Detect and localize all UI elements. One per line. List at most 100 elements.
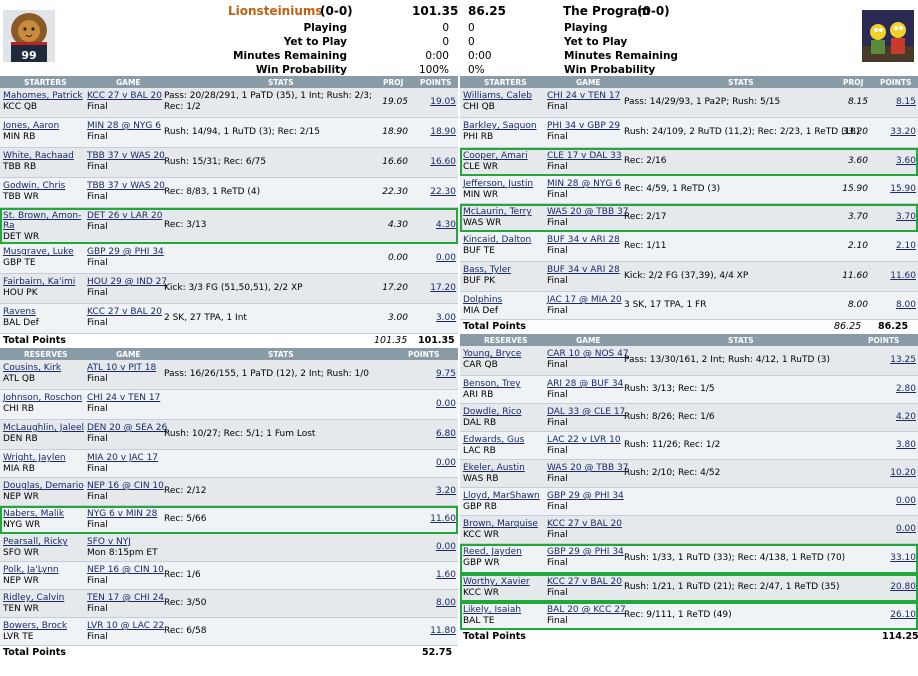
points-link[interactable]: 0.00 (435, 253, 456, 263)
player-name-link[interactable]: Edwards, Gus (463, 435, 525, 445)
game-link[interactable]: BUF 34 v ARI 28 (547, 265, 620, 275)
player-name-link[interactable]: St. Brown, Amon- (3, 211, 82, 221)
points-link[interactable]: 3.20 (435, 486, 456, 496)
points-link[interactable]: 19.05 (430, 97, 456, 107)
game-link[interactable]: WAS 20 @ TBB 37 (547, 463, 629, 473)
player-name-link[interactable]: Ravens (3, 307, 36, 317)
player-name-link[interactable]: Worthy, Xavier (463, 577, 530, 587)
game-link[interactable]: TEN 17 @ CHI 24 (87, 593, 164, 603)
points-link[interactable]: 0.00 (435, 458, 456, 468)
game-link[interactable]: KCC 27 v BAL 20 (547, 577, 622, 587)
left-team-name[interactable]: Lionsteiniums (228, 4, 323, 18)
player-name-link[interactable]: Musgrave, Luke (3, 247, 74, 257)
player-name-link[interactable]: McLaurin, Terry (463, 207, 532, 217)
player-name-link[interactable]: Ridley, Calvin (3, 593, 65, 603)
game-link[interactable]: WAS 20 @ TBB 37 (547, 207, 629, 217)
player-name-link[interactable]: Bass, Tyler (463, 265, 511, 275)
game-link[interactable]: KCC 27 v BAL 20 (547, 519, 622, 529)
player-name-link[interactable]: Bowers, Brock (3, 621, 68, 631)
player-name-link[interactable]: Benson, Trey (463, 379, 521, 389)
points-link[interactable]: 3.70 (895, 212, 916, 222)
game-link[interactable]: BUF 34 v ARI 28 (547, 235, 620, 245)
player-name-link[interactable]: Polk, Ja'Lynn (3, 565, 59, 575)
game-link[interactable]: CHI 24 v TEN 17 (87, 393, 161, 403)
player-name-link[interactable]: McLaughlin, Jaleel (3, 423, 85, 433)
points-link[interactable]: 18.90 (430, 127, 456, 137)
player-name-link[interactable]: Nabers, Malik (3, 509, 65, 519)
points-link[interactable]: 4.20 (895, 412, 916, 422)
game-link[interactable]: JAC 17 @ MIA 20 (547, 295, 622, 305)
player-name-link[interactable]: Brown, Marquise (463, 519, 538, 529)
game-link[interactable]: SFO v NYJ (87, 537, 131, 547)
player-name-link[interactable]: Williams, Caleb (463, 91, 532, 101)
points-link[interactable]: 1.60 (435, 570, 456, 580)
game-link[interactable]: KCC 27 v BAL 20 (87, 91, 162, 101)
player-name-link[interactable]: Cousins, Kirk (3, 363, 62, 373)
points-link[interactable]: 20.80 (890, 582, 916, 592)
player-name-link[interactable]: Jones, Aaron (3, 121, 60, 131)
game-link[interactable]: TBB 37 v WAS 20 (87, 151, 165, 161)
points-link[interactable]: 3.80 (895, 440, 916, 450)
player-name-link[interactable]: Mahomes, Patrick (3, 91, 83, 101)
game-link[interactable]: LAC 22 v LVR 10 (547, 435, 621, 445)
points-link[interactable]: 0.00 (895, 524, 916, 534)
player-name-link[interactable]: Johnson, Roschon (3, 393, 83, 403)
game-link[interactable]: CLE 17 v DAL 33 (547, 151, 622, 161)
game-link[interactable]: MIN 28 @ NYG 6 (87, 121, 161, 131)
game-link[interactable]: DET 26 v LAR 20 (87, 211, 163, 221)
player-name-link[interactable]: Lloyd, MarShawn (463, 491, 540, 501)
game-link[interactable]: GBP 29 @ PHI 34 (87, 247, 164, 257)
player-name-link[interactable]: Jefferson, Justin (463, 179, 534, 189)
player-name-link[interactable]: White, Rachaad (3, 151, 74, 161)
game-link[interactable]: GBP 29 @ PHI 34 (547, 547, 624, 557)
game-link[interactable]: PHI 34 v GBP 29 (547, 121, 621, 131)
game-link[interactable]: MIN 28 @ NYG 6 (547, 179, 621, 189)
game-link[interactable]: KCC 27 v BAL 20 (87, 307, 162, 317)
player-name-link[interactable]: Cooper, Amari (463, 151, 528, 161)
game-link[interactable]: TBB 37 v WAS 20 (87, 181, 165, 191)
player-name-link[interactable]: Likely, Isaiah (463, 605, 522, 615)
game-link[interactable]: CAR 10 @ NOS 47 (547, 349, 629, 359)
game-link[interactable]: ARI 28 @ BUF 34 (547, 379, 624, 389)
player-name-link[interactable]: Godwin, Chris (3, 181, 66, 191)
player-name-link[interactable]: Fairbairn, Ka'imi (3, 277, 76, 287)
game-link[interactable]: HOU 29 @ IND 27 (87, 277, 168, 287)
player-name-link-cont[interactable]: Ra (3, 221, 15, 231)
points-link[interactable]: 15.90 (890, 184, 916, 194)
points-link[interactable]: 10.20 (890, 468, 916, 478)
points-link[interactable]: 33.20 (890, 127, 916, 137)
points-link[interactable]: 8.00 (435, 598, 456, 608)
game-link[interactable]: DAL 33 @ CLE 17 (547, 407, 626, 417)
player-name-link[interactable]: Ekeler, Austin (463, 463, 525, 473)
player-name-link[interactable]: Douglas, Demario (3, 481, 84, 491)
right-team-name[interactable]: The Program (563, 4, 651, 18)
points-link[interactable]: 9.75 (435, 369, 456, 379)
points-link[interactable]: 2.10 (895, 241, 916, 251)
game-link[interactable]: DEN 20 @ SEA 26 (87, 423, 168, 433)
points-link[interactable]: 2.80 (895, 384, 916, 394)
points-link[interactable]: 3.00 (435, 313, 456, 323)
player-name-link[interactable]: Reed, Jayden (463, 547, 522, 557)
points-link[interactable]: 11.60 (430, 514, 456, 524)
right-team-avatar[interactable] (862, 10, 914, 62)
left-team-avatar[interactable]: 99 (3, 10, 55, 62)
points-link[interactable]: 26.10 (890, 610, 916, 620)
game-link[interactable]: MIA 20 v JAC 17 (87, 453, 159, 463)
points-link[interactable]: 22.30 (430, 187, 456, 197)
player-name-link[interactable]: Barkley, Saquon (463, 121, 537, 131)
player-name-link[interactable]: Young, Bryce (463, 349, 522, 359)
game-link[interactable]: ATL 10 v PIT 18 (87, 363, 157, 373)
game-link[interactable]: NEP 16 @ CIN 10 (87, 565, 164, 575)
player-name-link[interactable]: Wright, Jaylen (3, 453, 66, 463)
points-link[interactable]: 0.00 (435, 399, 456, 409)
points-link[interactable]: 3.60 (895, 156, 916, 166)
points-link[interactable]: 17.20 (430, 283, 456, 293)
points-link[interactable]: 16.60 (430, 157, 456, 167)
player-name-link[interactable]: Dolphins (463, 295, 503, 305)
points-link[interactable]: 0.00 (435, 542, 456, 552)
points-link[interactable]: 4.30 (435, 220, 456, 230)
player-name-link[interactable]: Pearsall, Ricky (3, 537, 68, 547)
player-name-link[interactable]: Dowdle, Rico (463, 407, 522, 417)
player-name-link[interactable]: Kincaid, Dalton (463, 235, 532, 245)
game-link[interactable]: NEP 16 @ CIN 10 (87, 481, 164, 491)
